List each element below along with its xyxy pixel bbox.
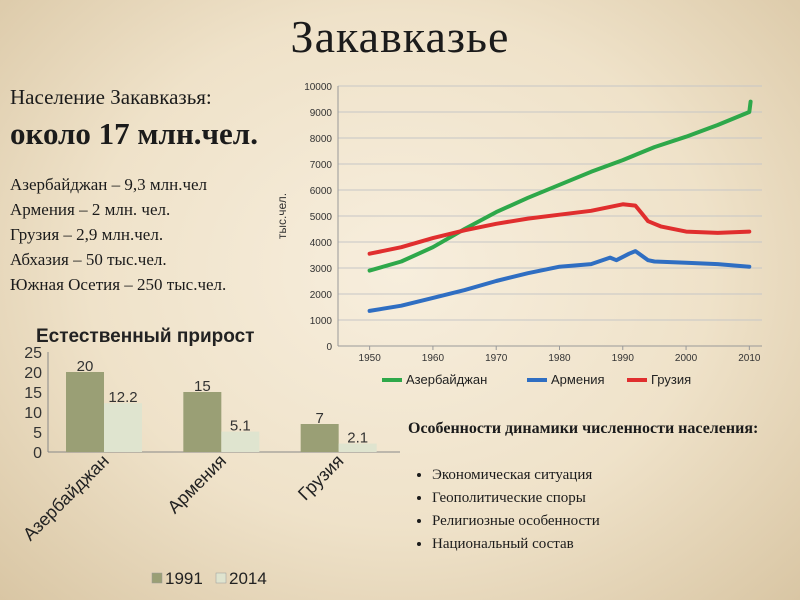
- y-tick-label: 15: [24, 385, 42, 402]
- legend-label: Азербайджан: [406, 372, 487, 387]
- chart-title: Естественный прирост: [36, 326, 254, 347]
- bar-2014-Грузия: [338, 443, 377, 452]
- y-tick-label: 0: [33, 445, 42, 462]
- features-title: Особенности динамики численности населен…: [408, 420, 759, 437]
- category-label: Армения: [164, 451, 231, 518]
- bar-2014-Азербайджан: [104, 403, 142, 452]
- legend-label: Грузия: [651, 372, 691, 387]
- population-total: около 17 млн.чел.: [10, 116, 258, 151]
- x-tick-label: 1960: [422, 353, 445, 364]
- feature-item: Геополитические споры: [432, 487, 788, 510]
- y-tick-label: 1000: [310, 316, 333, 327]
- legend-label: Армения: [551, 372, 605, 387]
- y-tick-label: 5000: [310, 212, 333, 223]
- x-tick-label: 2010: [738, 353, 761, 364]
- legend-label: 1991: [165, 569, 203, 588]
- x-tick-label: 1980: [548, 353, 571, 364]
- population-item-abkhazia: Абхазия – 50 тыс.чел.: [10, 250, 167, 269]
- y-tick-label: 10: [24, 405, 42, 422]
- bar-1991-Грузия: [300, 424, 339, 452]
- legend-swatch: [215, 572, 227, 584]
- series-line-Армения: [367, 249, 752, 313]
- feature-item: Национальный состав: [432, 533, 788, 556]
- slide-title: Закавказье: [290, 11, 510, 62]
- population-subtitle: Население Закавказья:: [10, 85, 212, 109]
- data-label: 5.1: [230, 418, 251, 435]
- population-item-south-ossetia: Южная Осетия – 250 тыс.чел.: [10, 275, 227, 294]
- population-item-armenia: Армения – 2 млн. чел.: [10, 200, 171, 219]
- x-tick-label: 1950: [359, 353, 382, 364]
- series-line-Азербайджан: [367, 99, 753, 273]
- x-tick-label: 2000: [675, 353, 698, 364]
- category-label: Грузия: [294, 451, 347, 504]
- feature-item: Экономическая ситуация: [432, 464, 788, 487]
- legend-label: 2014: [229, 569, 267, 588]
- y-tick-label: 0: [326, 342, 332, 353]
- data-label: 2.1: [347, 430, 368, 447]
- population-list: Азербайджан – 9,3 млн.чел Армения – 2 мл…: [10, 172, 300, 297]
- series-line-Грузия: [367, 202, 752, 256]
- population-block: Население Закавказья: около 17 млн.чел. …: [10, 84, 300, 297]
- y-tick-label: 25: [24, 345, 42, 362]
- y-tick-label: 4000: [310, 238, 333, 249]
- data-label: 15: [194, 378, 211, 395]
- natural-growth-bar-chart: Естественный прирост 0 5 10 15 20 25 20 12.2 Азер…: [19, 326, 400, 588]
- population-line-chart: 0 1000 2000 3000 4000 5000 6000 7000 8000 9000 100…: [275, 82, 762, 387]
- features-list: Экономическая ситуация Геополитические с…: [408, 464, 788, 556]
- features-block: Особенности динамики численности населен…: [408, 418, 788, 556]
- legend-swatch: [151, 572, 163, 584]
- bar-1991-Армения: [183, 392, 222, 452]
- x-tick-label: 1970: [485, 353, 508, 364]
- y-tick-label: 10000: [304, 82, 332, 93]
- y-tick-label: 8000: [310, 134, 333, 145]
- y-tick-label: 9000: [310, 108, 333, 119]
- data-label: 20: [77, 358, 94, 375]
- feature-item: Религиозные особенности: [432, 510, 788, 533]
- category-label: Азербайджан: [19, 451, 113, 545]
- y-axis-label: тыс.чел.: [275, 193, 289, 239]
- bar-1991-Азербайджан: [66, 372, 104, 452]
- y-tick-label: 5: [33, 425, 42, 442]
- y-tick-label: 20: [24, 365, 42, 382]
- y-tick-label: 2000: [310, 290, 333, 301]
- population-item-azerbaijan: Азербайджан – 9,3 млн.чел: [10, 175, 208, 194]
- y-tick-label: 7000: [310, 160, 333, 171]
- population-item-georgia: Грузия – 2,9 млн.чел.: [10, 225, 164, 244]
- y-tick-label: 3000: [310, 264, 333, 275]
- data-label: 7: [315, 410, 323, 427]
- bar-2014-Армения: [221, 431, 260, 452]
- y-tick-label: 6000: [310, 186, 333, 197]
- data-label: 12.2: [108, 389, 137, 406]
- x-tick-label: 1990: [612, 353, 635, 364]
